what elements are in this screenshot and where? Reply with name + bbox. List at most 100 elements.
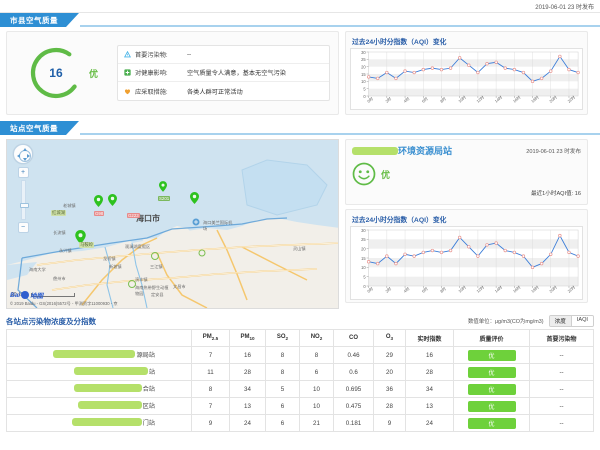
svg-text:4时: 4时 [403, 96, 411, 104]
city-summary-panel: 16 优 首要污染物: -- 对健康影响: 空气质量令人满意，基本无空气污染 [6, 31, 339, 115]
map-city-label: 海口市 [136, 214, 160, 223]
redacted-station-name [77, 401, 142, 410]
cell-no2: 6 [299, 363, 334, 381]
table-row[interactable]: 站 11 28 8 6 0.6 20 28 优 -- [6, 363, 594, 381]
svg-text:0: 0 [363, 94, 366, 99]
map-zoom-control[interactable]: + − [13, 167, 33, 233]
svg-text:20: 20 [361, 246, 366, 251]
svg-text:6时: 6时 [421, 96, 429, 104]
cell-realtime-index: 16 [405, 346, 454, 364]
table-row[interactable]: 源局站 7 16 8 8 0.46 29 16 优 -- [6, 346, 594, 364]
station-name-suffix: 站 [148, 368, 155, 376]
cell-station-name: 站 [6, 363, 192, 381]
map-station-pin[interactable] [75, 230, 86, 244]
baidu-wordmark: Bai [10, 291, 21, 299]
health-cross-icon [123, 69, 131, 77]
status-badge: 优 [467, 349, 516, 361]
city-aqi-chart: 0 5 10 15 20 25 30 0时 2时 4时 6时 8时 10时 12时 14时 16时 18时 20时… [350, 48, 583, 110]
advice-key: 首要污染物: [135, 52, 168, 59]
svg-text:18时: 18时 [530, 285, 540, 294]
station-name-suffix: 区站 [142, 402, 155, 410]
cell-so2: 6 [265, 397, 300, 415]
aqi-gauge-value: 16 [49, 66, 63, 80]
map-station-pin[interactable] [108, 194, 117, 206]
baidu-logo[interactable]: Bai 地图 [10, 290, 43, 300]
map-town-label: 三江镇 [150, 264, 163, 269]
map-poi-chip: 红城湖 [51, 210, 67, 216]
station-name-suffix: 合站 [142, 385, 155, 393]
section-header-city: 市县空气质量 [0, 13, 600, 27]
toggle-option-concentration[interactable]: 浓度 [549, 316, 571, 326]
status-badge: 优 [467, 400, 516, 412]
cell-station-name: 合站 [6, 380, 192, 398]
svg-text:12时: 12时 [475, 95, 485, 104]
cell-pm10: 28 [229, 363, 266, 381]
cell-no2: 10 [299, 380, 334, 398]
svg-text:15: 15 [361, 72, 366, 77]
cell-no2: 10 [299, 397, 334, 415]
table-body: 源局站 7 16 8 8 0.46 29 16 优 -- 站 11 28 8 6 [6, 346, 594, 432]
map-station-pin[interactable] [94, 195, 103, 207]
map-town-label: 海南热带野生动植物园 [135, 285, 169, 296]
cell-so2: 8 [265, 346, 300, 364]
status-badge: 优 [467, 366, 516, 378]
table-row[interactable]: 合站 8 34 5 10 0.695 36 34 优 -- [6, 380, 594, 398]
cell-co: 0.475 [333, 397, 374, 415]
svg-text:20: 20 [361, 64, 366, 69]
svg-text:2时: 2时 [384, 286, 392, 294]
cell-quality-eval: 优 [453, 397, 530, 415]
table-row[interactable]: 门站 9 24 6 21 0.181 9 24 优 -- [6, 414, 594, 432]
svg-text:10时: 10时 [457, 285, 467, 294]
cell-realtime-index: 24 [405, 414, 454, 432]
map-scale-label: 20 公里 [11, 292, 28, 298]
map-pan-control[interactable] [13, 144, 33, 164]
value-mode-toggle[interactable]: 浓度 IAQI [548, 315, 594, 327]
col-realtime-index: 实时指数 [405, 329, 454, 347]
zoom-in-icon[interactable]: + [17, 167, 29, 178]
svg-text:12时: 12时 [475, 285, 485, 294]
map-controls[interactable]: + − [13, 144, 33, 233]
advice-value: 空气质量令人满意，基本无空气污染 [187, 70, 286, 77]
map-town-label: 观澜湖度假区 [125, 244, 151, 249]
map-station-pin[interactable] [159, 181, 168, 193]
svg-text:30: 30 [361, 50, 366, 55]
cell-pm25: 7 [191, 346, 230, 364]
svg-text:8时: 8时 [439, 286, 447, 294]
table-header-controls: 数值单位：μg/m3(CO为mg/m3) 浓度 IAQI [468, 315, 594, 327]
pan-left-icon[interactable] [16, 153, 20, 158]
advice-key: 对健康影响: [135, 70, 168, 77]
pan-up-icon[interactable] [22, 147, 27, 151]
pollutant-table: PM2.5 PM10 SO2 NO2 CO O3 实时指数 质量评价 首要污染物… [6, 329, 594, 432]
redacted-station-name [71, 418, 142, 427]
cell-so2: 5 [265, 380, 300, 398]
table-row[interactable]: 区站 7 13 6 10 0.475 28 13 优 -- [6, 397, 594, 415]
station-aqi-chart-svg: 0 5 10 15 20 25 30 0时 2时 4时 6时 8时 10时 12时 14时 16时 18时 20时… [361, 228, 580, 294]
heart-icon [123, 87, 131, 95]
table-header-row: 各站点污染物浓度及分指数 数值单位：μg/m3(CO为mg/m3) 浓度 IAQ… [6, 315, 594, 329]
station-aqi-chart-card: 过去24小时分指数（AQI）变化 0 5 10 15 20 25 30 0时 2时 4时 6时 8时 1… [345, 209, 588, 303]
cell-no2: 21 [299, 414, 334, 432]
chart-title: 过去24小时分指数（AQI）变化 [352, 217, 447, 224]
map-station-pin[interactable] [190, 192, 199, 204]
cell-primary-pollutant: -- [529, 380, 594, 398]
zoom-out-icon[interactable]: − [17, 222, 29, 233]
svg-text:20时: 20时 [548, 95, 558, 104]
pan-right-icon[interactable] [26, 153, 30, 158]
zoom-slider-thumb[interactable] [19, 203, 29, 208]
svg-text:6时: 6时 [421, 286, 429, 294]
pan-down-icon[interactable] [22, 157, 27, 161]
zoom-slider-track[interactable] [19, 180, 29, 220]
section-tab-city-label: 市县空气质量 [0, 13, 79, 27]
station-map[interactable]: 海口市 老城镇 长流镇 永兴镇 海南大学 儋州市 演丰镇 三江镇 灵山镇 海口美… [6, 139, 339, 309]
station-detail-column: 环境资源局站 2019-06-01 23 时发布 优 最近1小时AQI值: 16… [345, 139, 588, 309]
toggle-option-iaqi[interactable]: IAQI [570, 316, 593, 326]
map-town-label: 儋州市 [53, 276, 66, 281]
svg-text:14时: 14时 [494, 95, 504, 104]
map-town-label: 永兴镇 [59, 248, 72, 253]
map-town-label: 灵山镇 [293, 246, 306, 251]
col-pm10: PM10 [229, 329, 266, 347]
station-name-group: 环境资源局站 [352, 144, 452, 157]
station-latest-aqi: 最近1小时AQI值: 16 [530, 191, 581, 197]
table-title: 各站点污染物浓度及分指数 [6, 317, 96, 326]
station-eval-level: 优 [381, 169, 391, 180]
